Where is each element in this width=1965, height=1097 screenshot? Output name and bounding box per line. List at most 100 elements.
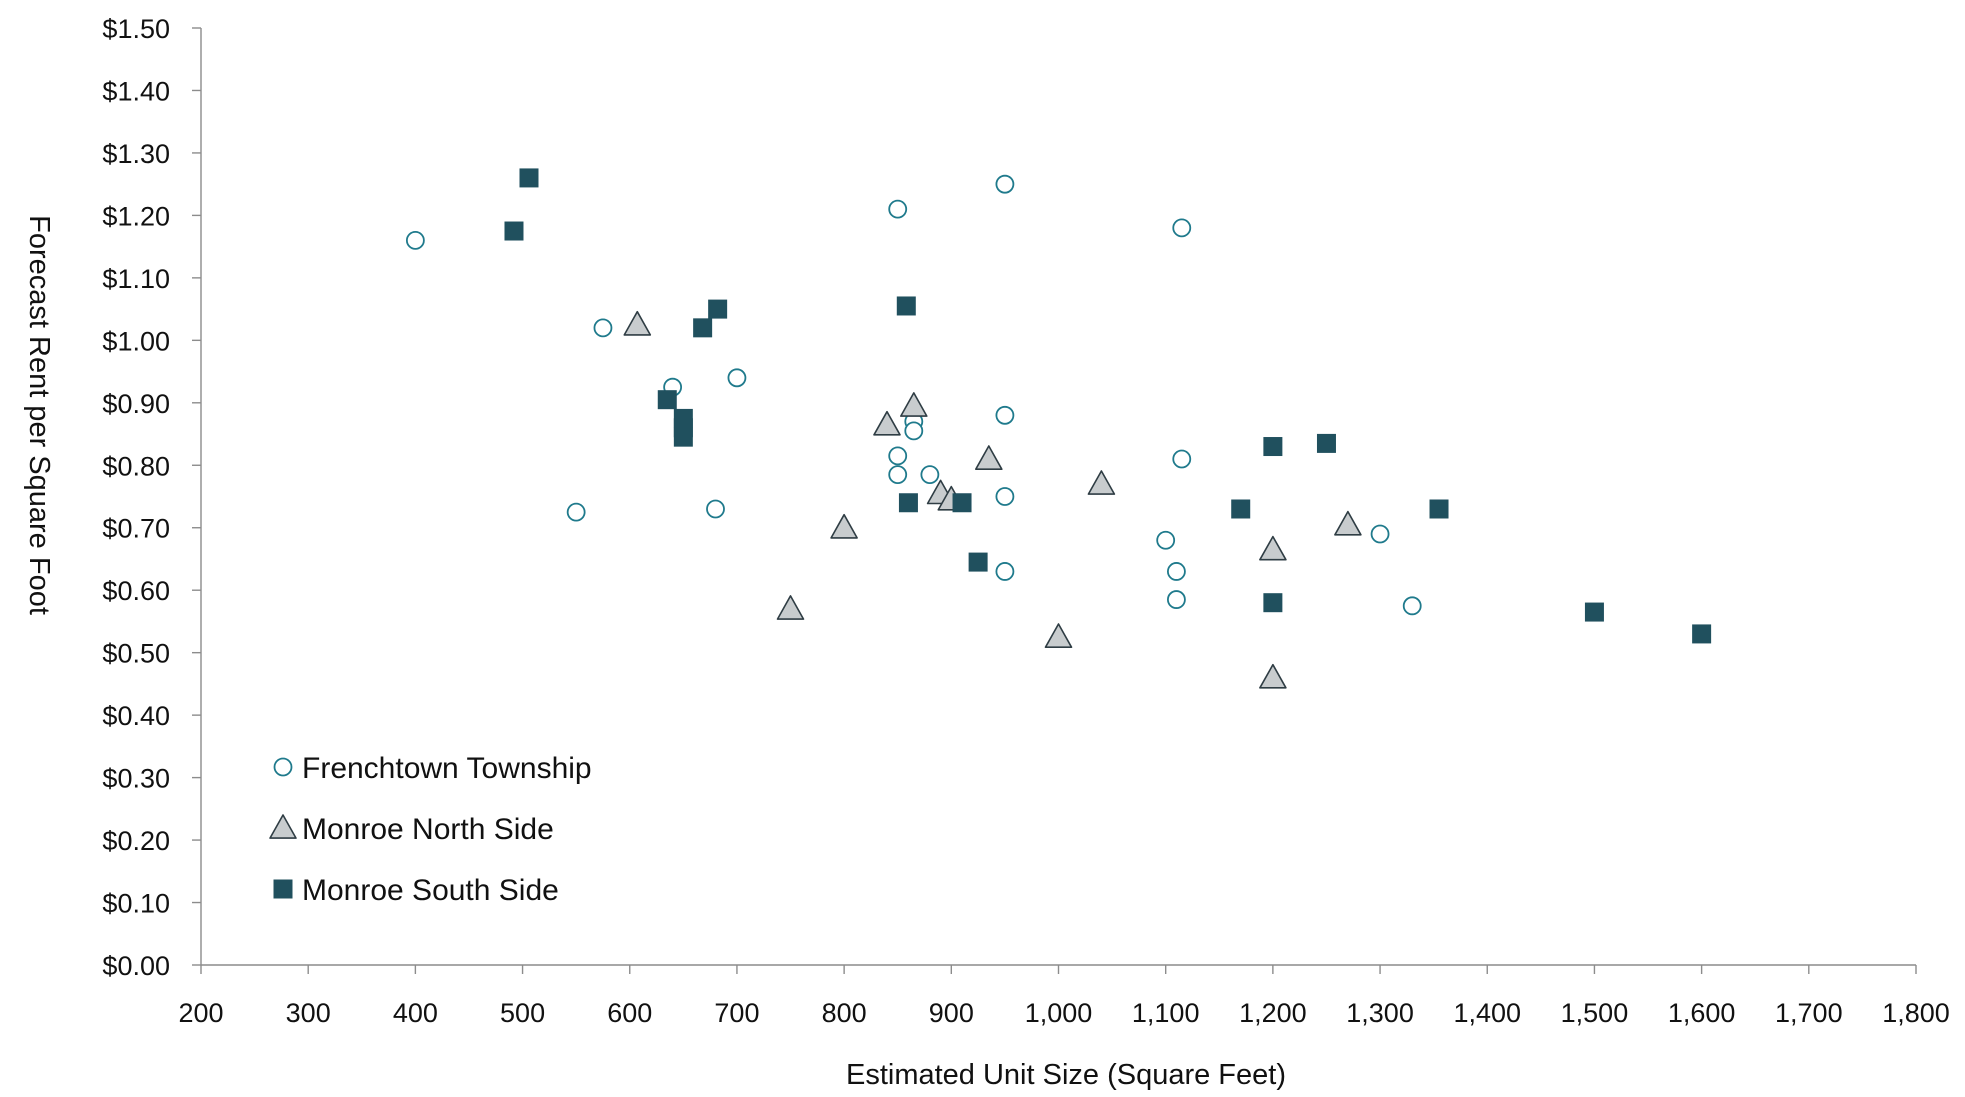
data-point (974, 445, 1003, 471)
data-point (1584, 602, 1604, 622)
x-axis-title: Estimated Unit Size (Square Feet) (846, 1059, 1286, 1091)
data-point (776, 595, 805, 620)
legend: Frenchtown Township Monroe North Side Monr… (269, 752, 592, 907)
y-tick-label: $1.00 (102, 326, 170, 356)
data-point (1316, 433, 1336, 453)
y-tick-label: $0.80 (102, 451, 170, 481)
plot-area (405, 168, 1712, 689)
y-tick-label: $1.50 (102, 14, 170, 44)
data-point (657, 390, 677, 410)
data-point (1087, 470, 1116, 495)
data-point (995, 174, 1015, 194)
data-point (623, 310, 652, 336)
legend-label: Frenchtown Township (302, 752, 592, 785)
x-tick-label: 1,800 (1882, 998, 1950, 1028)
legend-item-frenchtown-township: Frenchtown Township (273, 752, 592, 785)
data-point (1692, 624, 1712, 644)
data-point (888, 199, 908, 219)
y-tick-label: $0.40 (102, 701, 170, 731)
legend-marker (273, 757, 293, 777)
x-tick-label: 1,500 (1561, 998, 1629, 1028)
series-monroe-south-side (504, 168, 1712, 644)
data-point (904, 421, 924, 441)
x-tick-label: 1,300 (1346, 998, 1414, 1028)
y-axis-title: Forecast Rent per Square Foot (23, 215, 55, 615)
data-point (519, 168, 539, 188)
x-tick-label: 1,200 (1239, 998, 1307, 1028)
series-frenchtown-township (405, 174, 1422, 616)
data-point (727, 368, 747, 388)
data-point (896, 296, 916, 316)
data-point (405, 230, 425, 250)
y-tick-label: $0.30 (102, 764, 170, 794)
x-tick-label: 400 (393, 998, 438, 1028)
data-point (1167, 562, 1186, 581)
data-point (566, 502, 586, 522)
data-point (1172, 449, 1192, 469)
series-monroe-north-side (623, 310, 1362, 689)
y-tick-label: $1.40 (102, 76, 170, 106)
y-tick-label: $0.60 (102, 576, 170, 606)
data-point (1429, 499, 1449, 519)
x-axis-ticks: 200 300 400 500 600 700 800 900 1,000 1,100 1,200 1… (178, 965, 1950, 1028)
y-tick-label: $0.10 (102, 889, 170, 919)
y-tick-label: $1.20 (102, 201, 170, 231)
data-point (1259, 535, 1287, 561)
data-point (1370, 524, 1390, 544)
x-tick-label: 1,000 (1025, 998, 1093, 1028)
x-tick-label: 1,100 (1132, 998, 1200, 1028)
legend-marker (269, 814, 297, 839)
data-point (873, 410, 901, 436)
x-tick-label: 900 (929, 998, 974, 1028)
data-point (1402, 596, 1422, 616)
x-tick-label: 300 (286, 998, 331, 1028)
y-tick-label: $0.00 (102, 951, 170, 981)
data-point (1259, 663, 1287, 689)
data-point (504, 221, 524, 241)
x-tick-label: 500 (500, 998, 545, 1028)
data-point (593, 318, 613, 338)
y-tick-label: $0.50 (102, 639, 170, 669)
data-point (1263, 437, 1283, 457)
legend-label: Monroe North Side (302, 813, 554, 846)
data-point (995, 487, 1015, 506)
data-point (708, 299, 728, 319)
data-point (1167, 590, 1186, 609)
data-point (830, 513, 858, 539)
data-point (920, 465, 940, 485)
data-point (952, 493, 972, 513)
x-tick-label: 600 (607, 998, 652, 1028)
data-point (888, 465, 908, 485)
y-tick-label: $0.20 (102, 826, 170, 856)
legend-item-monroe-south-side: Monroe South Side (273, 874, 559, 907)
legend-item-monroe-north-side: Monroe North Side (269, 813, 554, 846)
data-point (1263, 593, 1283, 613)
y-axis-ticks: $0.00 $0.10 $0.20 $0.30 $0.40 $0.50 $0.60 $0.70… (102, 14, 201, 981)
y-tick-label: $1.30 (102, 139, 170, 169)
x-tick-label: 1,400 (1453, 998, 1521, 1028)
legend-label: Monroe South Side (302, 874, 559, 907)
x-tick-label: 200 (178, 998, 223, 1028)
x-tick-label: 1,600 (1668, 998, 1736, 1028)
x-tick-label: 1,700 (1775, 998, 1843, 1028)
x-tick-label: 700 (714, 998, 759, 1028)
data-point (673, 427, 693, 447)
data-point (1044, 623, 1073, 649)
data-point (1334, 510, 1362, 536)
legend-marker (273, 879, 293, 899)
y-tick-label: $0.70 (102, 514, 170, 544)
data-point (898, 493, 918, 513)
data-point (968, 552, 988, 572)
data-point (693, 318, 713, 338)
axes: $0.00 $0.10 $0.20 $0.30 $0.40 $0.50 $0.60 $0.70… (102, 14, 1949, 1028)
data-point (899, 392, 928, 417)
data-point (1231, 499, 1251, 519)
data-point (888, 446, 908, 466)
data-point (1156, 530, 1176, 550)
y-tick-label: $0.90 (102, 389, 170, 419)
y-tick-label: $1.10 (102, 264, 170, 294)
data-point (706, 499, 725, 519)
data-point (995, 562, 1015, 581)
data-point (1172, 218, 1192, 238)
